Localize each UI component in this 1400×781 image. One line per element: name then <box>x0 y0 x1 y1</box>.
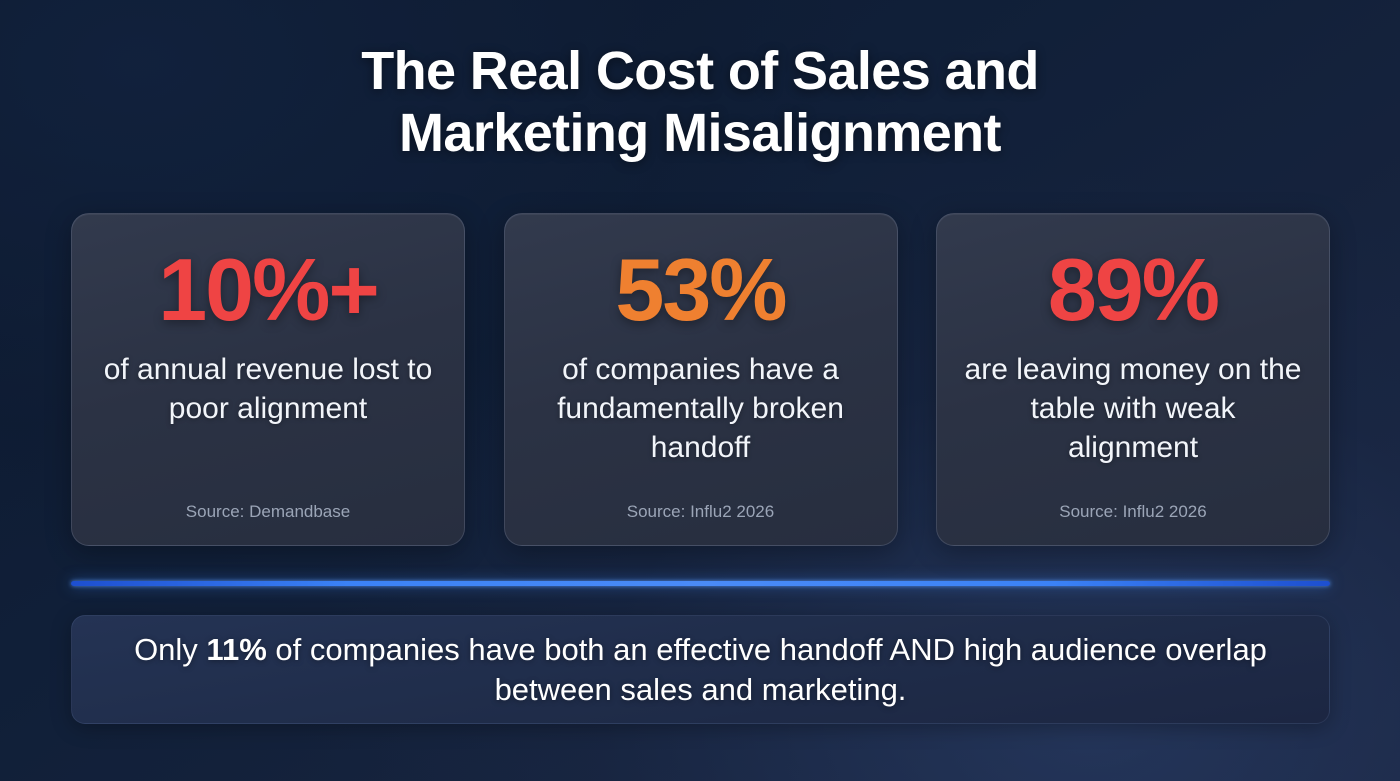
page-title-line-2: Marketing Misalignment <box>399 103 1002 163</box>
stat-card-1: 10%+ of annual revenue lost to poor alig… <box>71 213 465 546</box>
stat-source-1: Source: Demandbase <box>185 502 351 521</box>
stat-card-3: 89% are leaving money on the table with … <box>936 213 1330 546</box>
stat-description-3: are leaving money on the table with weak… <box>964 353 1302 464</box>
summary-banner-text: Only 11% of companies have both an effec… <box>72 630 1329 710</box>
page-title: The Real Cost of Sales and Marketing Mis… <box>0 40 1400 164</box>
stat-cards-row: 10%+ of annual revenue lost to poor alig… <box>71 213 1330 546</box>
section-divider <box>71 581 1330 586</box>
stat-description-1: of annual revenue lost to poor alignment <box>103 353 433 425</box>
page-title-line-1: The Real Cost of Sales and <box>361 41 1039 101</box>
stat-source-2: Source: Influ2 2026 <box>626 502 775 521</box>
stat-description-2: of companies have a fundamentally broken… <box>557 353 844 464</box>
summary-highlight: 11% <box>206 631 267 667</box>
summary-prefix: Only <box>134 631 207 667</box>
stat-value-1: 10%+ <box>158 240 380 339</box>
stat-source-3: Source: Influ2 2026 <box>1059 502 1207 521</box>
summary-suffix: of companies have both an effective hand… <box>266 631 1267 707</box>
stat-value-2: 53% <box>615 240 787 339</box>
stat-value-3: 89% <box>1047 240 1220 339</box>
stat-card-2: 53% of companies have a fundamentally br… <box>503 213 898 546</box>
summary-banner: Only 11% of companies have both an effec… <box>71 615 1330 724</box>
